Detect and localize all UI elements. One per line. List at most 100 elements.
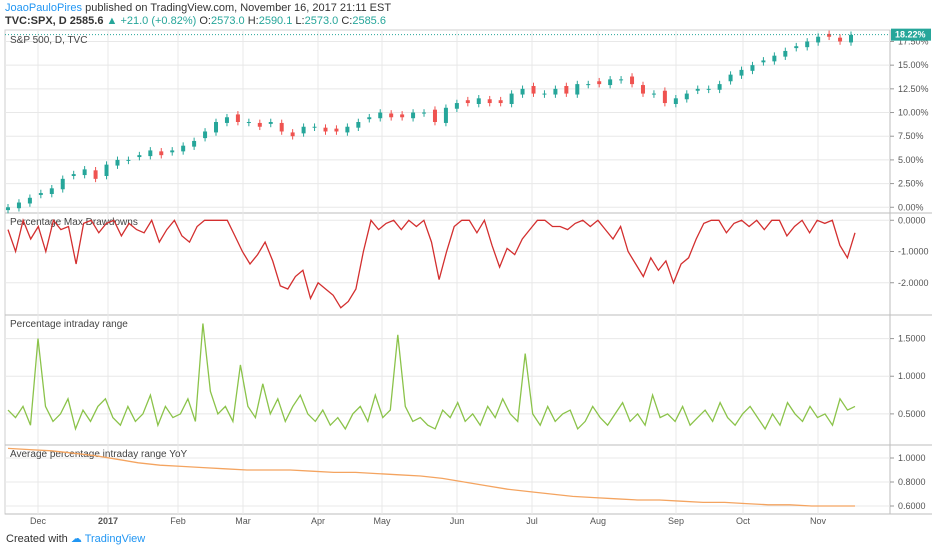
candle-body	[104, 164, 109, 176]
author-link[interactable]: JoaoPauloPires	[5, 2, 83, 14]
candle-body	[476, 98, 481, 104]
pane-title: Percentage Max Drawdowns	[10, 217, 138, 228]
candle-body	[542, 93, 547, 95]
candle-body	[257, 122, 262, 127]
y-tick-label: 7.50%	[898, 131, 924, 141]
candle-body	[126, 159, 131, 161]
low-label: L:	[295, 15, 305, 27]
candle-body	[728, 74, 733, 82]
candle-body	[411, 112, 416, 119]
symbol-line: TVC:SPX, D 2585.6 ▲ +21.0 (+0.82%) O:257…	[5, 15, 386, 28]
candle-body	[6, 207, 10, 211]
pane-title: Percentage intraday range	[10, 319, 128, 330]
tradingview-logo-icon: ☁	[70, 533, 82, 545]
price-change: ▲ +21.0 (+0.82%)	[106, 15, 197, 27]
candle-body	[71, 174, 76, 176]
candle-body	[279, 122, 284, 132]
x-tick-label: Jul	[526, 516, 538, 526]
candle-body	[378, 112, 383, 119]
candle-body	[673, 98, 678, 104]
candle-body	[301, 126, 306, 134]
candle-body	[16, 202, 21, 209]
close-value: 2585.6	[352, 15, 386, 27]
high-label: H:	[247, 15, 259, 27]
candle-body	[27, 197, 32, 204]
y-tick-label: -2.0000	[898, 278, 929, 288]
candle-body	[400, 114, 405, 118]
y-tick-label: 0.0000	[898, 215, 926, 225]
candle-body	[794, 46, 799, 49]
candle-body	[345, 126, 350, 133]
candle-body	[750, 65, 755, 71]
candle-body	[706, 88, 711, 90]
candle-body	[268, 122, 273, 124]
candle-body	[662, 90, 667, 104]
y-tick-label: 0.6000	[898, 501, 926, 511]
candle-body	[290, 132, 295, 137]
symbol-label: TVC:SPX, D	[5, 15, 67, 27]
candle-body	[82, 169, 87, 176]
close-label: C:	[341, 15, 353, 27]
candle-body	[640, 85, 645, 94]
x-tick-label: Dec	[30, 516, 47, 526]
x-tick-label: 2017	[98, 516, 118, 526]
candle-body	[838, 37, 843, 42]
x-tick-label: Feb	[170, 516, 186, 526]
candle-body	[170, 150, 175, 153]
candle-body	[312, 126, 317, 128]
y-tick-label: 10.00%	[898, 108, 929, 118]
candle-body	[203, 131, 208, 139]
y-tick-label: 0.5000	[898, 409, 926, 419]
candle-body	[192, 140, 197, 147]
created-with-text: Created with	[6, 533, 68, 545]
x-tick-label: Apr	[311, 516, 325, 526]
candle-body	[575, 84, 580, 95]
candle-body	[465, 100, 470, 104]
candle-body	[509, 93, 514, 104]
y-tick-label: 1.0000	[898, 371, 926, 381]
candle-body	[586, 84, 591, 86]
tradingview-brand[interactable]: TradingView	[84, 533, 146, 545]
candle-body	[597, 81, 602, 85]
candle-body	[93, 170, 98, 179]
candle-body	[487, 99, 492, 104]
candle-body	[783, 50, 788, 57]
candle-body	[389, 113, 394, 118]
candle-body	[235, 114, 240, 122]
y-tick-label: 12.50%	[898, 84, 929, 94]
candle-body	[148, 150, 153, 157]
high-value: 2590.1	[258, 15, 293, 27]
candle-body	[531, 86, 536, 94]
candle-body	[739, 69, 744, 76]
x-tick-label: Nov	[810, 516, 827, 526]
candle-body	[49, 188, 54, 194]
candle-body	[651, 93, 656, 95]
candle-body	[695, 88, 700, 91]
series-line	[7, 218, 856, 309]
candle-body	[630, 76, 635, 85]
candle-body	[849, 34, 853, 43]
y-tick-label: 1.5000	[898, 334, 926, 344]
y-tick-label: 2.50%	[898, 179, 924, 189]
x-tick-label: Jun	[450, 516, 465, 526]
candle-body	[520, 88, 525, 95]
candle-body	[564, 86, 569, 94]
y-tick-label: -1.0000	[898, 247, 929, 257]
candle-body	[805, 41, 810, 48]
candle-body	[432, 109, 437, 122]
low-value: 2573.0	[304, 15, 339, 27]
candle-body	[356, 122, 361, 128]
open-value: 2573.0	[210, 15, 245, 27]
pane-title: Average percentage intraday range YoY	[10, 449, 188, 460]
y-tick-label: 1.0000	[898, 453, 926, 463]
pane-title: S&P 500, D, TVC	[10, 35, 87, 46]
candle-body	[498, 100, 503, 104]
x-tick-label: Aug	[590, 516, 606, 526]
x-tick-label: Sep	[668, 516, 684, 526]
candle-body	[684, 93, 689, 100]
candle-body	[367, 117, 372, 120]
y-tick-label: 0.00%	[898, 202, 924, 212]
candle-body	[38, 193, 43, 195]
candle-body	[619, 79, 624, 81]
